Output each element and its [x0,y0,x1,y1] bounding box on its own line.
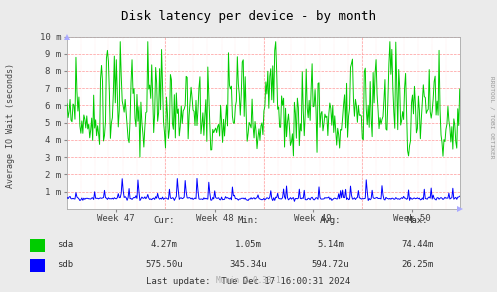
Text: Average IO Wait (seconds): Average IO Wait (seconds) [6,63,15,188]
Text: 74.44m: 74.44m [402,240,433,249]
Text: Min:: Min: [238,216,259,225]
Text: Munin 2.0.33-1: Munin 2.0.33-1 [216,276,281,285]
Text: 4.27m: 4.27m [151,240,177,249]
Text: 1.05m: 1.05m [235,240,262,249]
Text: 594.72u: 594.72u [312,260,349,269]
Text: Avg:: Avg: [320,216,341,225]
Text: Cur:: Cur: [153,216,175,225]
Text: RRDTOOL / TOBI OETIKER: RRDTOOL / TOBI OETIKER [490,76,495,158]
Text: Max:: Max: [407,216,428,225]
Text: 575.50u: 575.50u [145,260,183,269]
Text: sda: sda [57,240,73,249]
Text: 5.14m: 5.14m [317,240,344,249]
Text: 345.34u: 345.34u [230,260,267,269]
Text: Disk latency per device - by month: Disk latency per device - by month [121,10,376,23]
Text: sdb: sdb [57,260,73,269]
Text: 26.25m: 26.25m [402,260,433,269]
Text: Last update:  Tue Dec 17 16:00:31 2024: Last update: Tue Dec 17 16:00:31 2024 [147,277,350,286]
